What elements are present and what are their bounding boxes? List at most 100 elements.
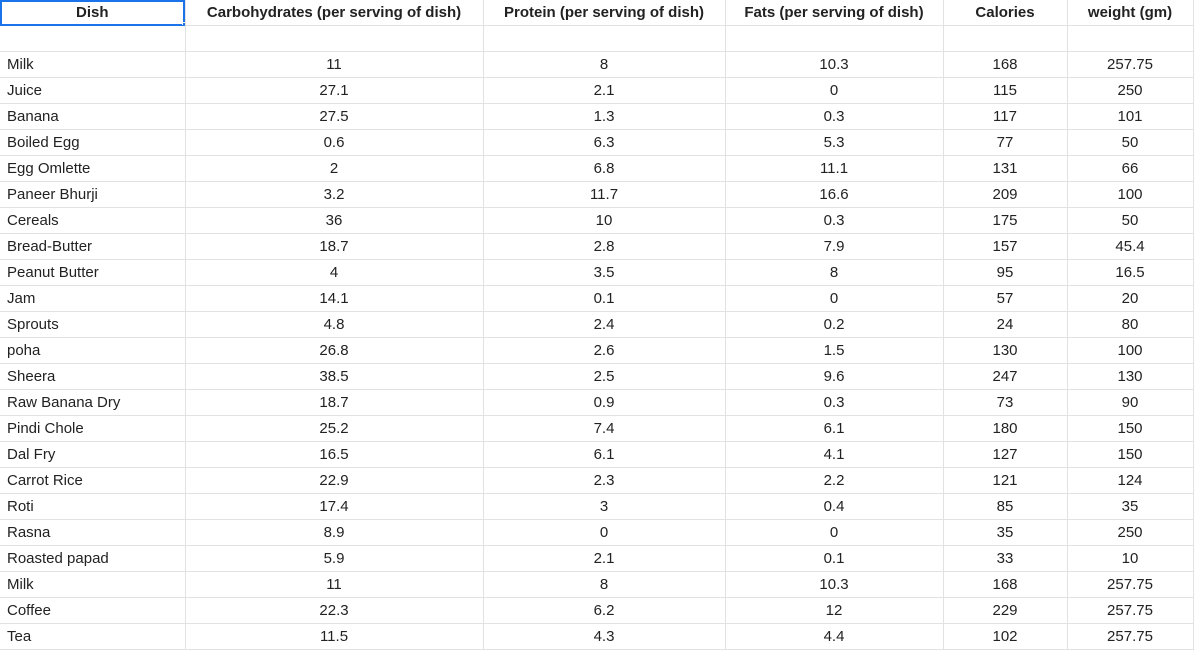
weight-cell[interactable]: 257.75 (1067, 51, 1194, 78)
carbohydrates-cell[interactable]: 0.6 (185, 129, 484, 156)
protein-cell[interactable]: 1.3 (483, 103, 726, 130)
calories-cell[interactable]: 131 (943, 155, 1068, 182)
calories-cell[interactable]: 130 (943, 337, 1068, 364)
weight-cell[interactable]: 66 (1067, 155, 1194, 182)
dish-cell[interactable]: Cereals (0, 207, 186, 234)
protein-cell[interactable]: 6.2 (483, 597, 726, 624)
weight-cell[interactable]: 150 (1067, 441, 1194, 468)
weight-cell[interactable]: 124 (1067, 467, 1194, 494)
dish-cell[interactable]: Raw Banana Dry (0, 389, 186, 416)
empty-cell[interactable] (185, 25, 484, 52)
protein-cell[interactable]: 2.6 (483, 337, 726, 364)
carbohydrates-cell[interactable]: 14.1 (185, 285, 484, 312)
fats-cell[interactable]: 1.5 (725, 337, 944, 364)
carbohydrates-cell[interactable]: 36 (185, 207, 484, 234)
weight-cell[interactable]: 50 (1067, 129, 1194, 156)
fats-cell[interactable]: 11.1 (725, 155, 944, 182)
protein-cell[interactable]: 3.5 (483, 259, 726, 286)
calories-cell[interactable]: 35 (943, 519, 1068, 546)
dish-cell[interactable]: Bread-Butter (0, 233, 186, 260)
fats-cell[interactable]: 4.1 (725, 441, 944, 468)
calories-cell[interactable]: 168 (943, 571, 1068, 598)
dish-cell[interactable]: Peanut Butter (0, 259, 186, 286)
header-cell-dish[interactable]: Dish (0, 0, 186, 26)
calories-cell[interactable]: 168 (943, 51, 1068, 78)
weight-cell[interactable]: 35 (1067, 493, 1194, 520)
fats-cell[interactable]: 0 (725, 519, 944, 546)
dish-cell[interactable]: Juice (0, 77, 186, 104)
weight-cell[interactable]: 101 (1067, 103, 1194, 130)
dish-cell[interactable]: Banana (0, 103, 186, 130)
dish-cell[interactable]: Roasted papad (0, 545, 186, 572)
protein-cell[interactable]: 3 (483, 493, 726, 520)
calories-cell[interactable]: 157 (943, 233, 1068, 260)
protein-cell[interactable]: 7.4 (483, 415, 726, 442)
fats-cell[interactable]: 4.4 (725, 623, 944, 650)
calories-cell[interactable]: 180 (943, 415, 1068, 442)
calories-cell[interactable]: 85 (943, 493, 1068, 520)
empty-cell[interactable] (483, 25, 726, 52)
dish-cell[interactable]: Sheera (0, 363, 186, 390)
carbohydrates-cell[interactable]: 27.1 (185, 77, 484, 104)
dish-cell[interactable]: Egg Omlette (0, 155, 186, 182)
carbohydrates-cell[interactable]: 26.8 (185, 337, 484, 364)
carbohydrates-cell[interactable]: 8.9 (185, 519, 484, 546)
calories-cell[interactable]: 117 (943, 103, 1068, 130)
fats-cell[interactable]: 0.3 (725, 207, 944, 234)
protein-cell[interactable]: 4.3 (483, 623, 726, 650)
weight-cell[interactable]: 250 (1067, 519, 1194, 546)
weight-cell[interactable]: 90 (1067, 389, 1194, 416)
protein-cell[interactable]: 8 (483, 571, 726, 598)
carbohydrates-cell[interactable]: 38.5 (185, 363, 484, 390)
carbohydrates-cell[interactable]: 11 (185, 571, 484, 598)
fats-cell[interactable]: 10.3 (725, 51, 944, 78)
dish-cell[interactable]: Coffee (0, 597, 186, 624)
carbohydrates-cell[interactable]: 27.5 (185, 103, 484, 130)
protein-cell[interactable]: 8 (483, 51, 726, 78)
fats-cell[interactable]: 0 (725, 77, 944, 104)
calories-cell[interactable]: 127 (943, 441, 1068, 468)
fats-cell[interactable]: 0.2 (725, 311, 944, 338)
weight-cell[interactable]: 150 (1067, 415, 1194, 442)
carbohydrates-cell[interactable]: 4.8 (185, 311, 484, 338)
dish-cell[interactable]: Roti (0, 493, 186, 520)
weight-cell[interactable]: 257.75 (1067, 571, 1194, 598)
empty-cell[interactable] (1067, 25, 1194, 52)
fats-cell[interactable]: 6.1 (725, 415, 944, 442)
fats-cell[interactable]: 16.6 (725, 181, 944, 208)
weight-cell[interactable]: 45.4 (1067, 233, 1194, 260)
protein-cell[interactable]: 2.1 (483, 77, 726, 104)
calories-cell[interactable]: 247 (943, 363, 1068, 390)
calories-cell[interactable]: 229 (943, 597, 1068, 624)
fats-cell[interactable]: 2.2 (725, 467, 944, 494)
dish-cell[interactable]: Tea (0, 623, 186, 650)
dish-cell[interactable]: Carrot Rice (0, 467, 186, 494)
calories-cell[interactable]: 209 (943, 181, 1068, 208)
protein-cell[interactable]: 10 (483, 207, 726, 234)
carbohydrates-cell[interactable]: 3.2 (185, 181, 484, 208)
carbohydrates-cell[interactable]: 11.5 (185, 623, 484, 650)
weight-cell[interactable]: 100 (1067, 181, 1194, 208)
fats-cell[interactable]: 0.3 (725, 389, 944, 416)
carbohydrates-cell[interactable]: 22.3 (185, 597, 484, 624)
fats-cell[interactable]: 7.9 (725, 233, 944, 260)
protein-cell[interactable]: 0.9 (483, 389, 726, 416)
carbohydrates-cell[interactable]: 11 (185, 51, 484, 78)
weight-cell[interactable]: 250 (1067, 77, 1194, 104)
weight-cell[interactable]: 257.75 (1067, 623, 1194, 650)
calories-cell[interactable]: 57 (943, 285, 1068, 312)
carbohydrates-cell[interactable]: 25.2 (185, 415, 484, 442)
weight-cell[interactable]: 20 (1067, 285, 1194, 312)
carbohydrates-cell[interactable]: 18.7 (185, 233, 484, 260)
calories-cell[interactable]: 95 (943, 259, 1068, 286)
empty-cell[interactable] (943, 25, 1068, 52)
protein-cell[interactable]: 2.5 (483, 363, 726, 390)
dish-cell[interactable]: Milk (0, 571, 186, 598)
weight-cell[interactable]: 100 (1067, 337, 1194, 364)
protein-cell[interactable]: 2.4 (483, 311, 726, 338)
dish-cell[interactable]: Milk (0, 51, 186, 78)
protein-cell[interactable]: 6.8 (483, 155, 726, 182)
weight-cell[interactable]: 130 (1067, 363, 1194, 390)
protein-cell[interactable]: 6.3 (483, 129, 726, 156)
protein-cell[interactable]: 0.1 (483, 285, 726, 312)
